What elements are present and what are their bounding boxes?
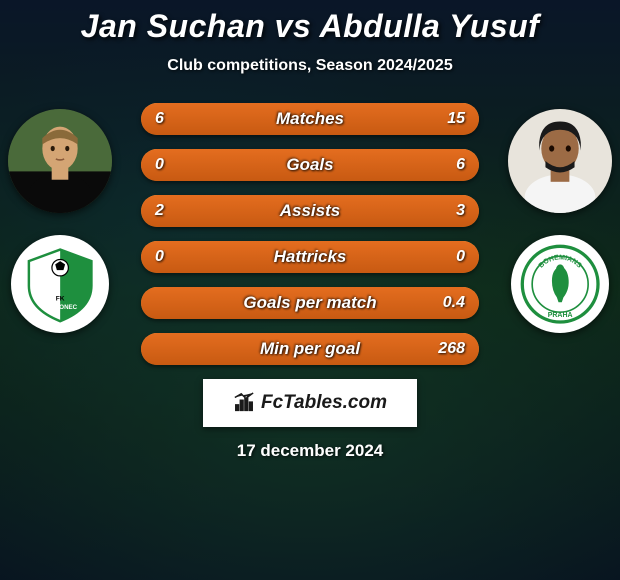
stat-value-right: 0.4: [443, 294, 465, 312]
footer-brand-text: FcTables.com: [261, 392, 387, 414]
stat-value-left: 0: [155, 156, 164, 174]
club-left-logo: FK JABLONEC: [11, 235, 109, 333]
club-right-logo: BOHEMIANS PRAHA: [511, 235, 609, 333]
stat-value-right: 6: [456, 156, 465, 174]
stat-value-right: 3: [456, 202, 465, 220]
stat-value-left: 2: [155, 202, 164, 220]
stat-value-right: 268: [438, 340, 465, 358]
stat-bars: 6 15 Matches 0 6 Goals 2 3 Assists 0 0 Hattricks 0.4…: [141, 103, 479, 365]
stat-label: Hattricks: [274, 247, 347, 267]
comparison-row: FK JABLONEC 615Matches06Goals23Assists00…: [0, 103, 620, 365]
player-left-avatar: [8, 109, 112, 213]
svg-text:FK: FK: [56, 295, 65, 302]
stat-bar: 6 15 Matches: [141, 103, 479, 135]
chart-icon: [233, 392, 255, 414]
stat-value-left: 0: [155, 248, 164, 266]
stat-label: Goals per match: [243, 293, 376, 313]
svg-text:JABLONEC: JABLONEC: [43, 304, 77, 311]
stat-value-right: 15: [447, 110, 465, 128]
footer-brand: FcTables.com: [203, 379, 417, 427]
stat-bar: 0 0 Hattricks: [141, 241, 479, 273]
svg-text:PRAHA: PRAHA: [548, 312, 573, 319]
stat-label: Goals: [286, 155, 333, 175]
player-left-column: FK JABLONEC: [8, 109, 112, 333]
subtitle: Club competitions, Season 2024/2025: [167, 57, 452, 75]
content-wrapper: Jan Suchan vs Abdulla Yusuf Club competi…: [0, 0, 620, 580]
stat-value-right: 0: [456, 248, 465, 266]
stat-label: Assists: [280, 201, 340, 221]
stat-bar: 0 6 Goals: [141, 149, 479, 181]
stat-bar: 0.4 Goals per match: [141, 287, 479, 319]
stat-label: Matches: [276, 109, 344, 129]
stat-value-left: 6: [155, 110, 164, 128]
stat-bar: 268 Min per goal: [141, 333, 479, 365]
page-title: Jan Suchan vs Abdulla Yusuf: [81, 8, 540, 45]
date-text: 17 december 2024: [237, 441, 384, 461]
stat-label: Min per goal: [260, 339, 360, 359]
stat-bar: 2 3 Assists: [141, 195, 479, 227]
player-right-avatar: [508, 109, 612, 213]
bar-fill-right: [238, 103, 479, 135]
player-right-column: BOHEMIANS PRAHA: [508, 109, 612, 333]
